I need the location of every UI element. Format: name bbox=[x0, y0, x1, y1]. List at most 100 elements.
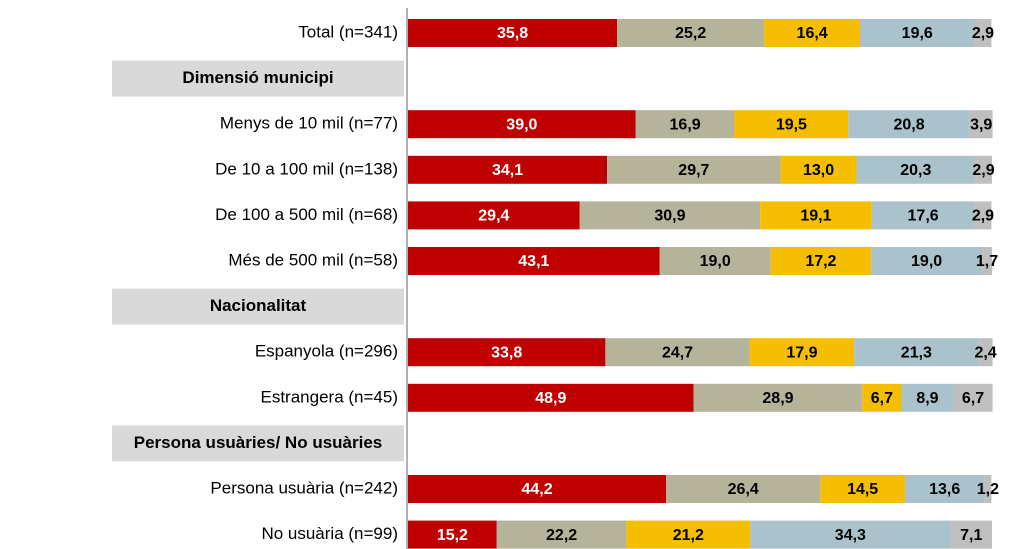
bar-segment bbox=[693, 383, 863, 412]
group-header: Persona usuàries/ No usuàries bbox=[134, 433, 383, 452]
bar-segment bbox=[950, 520, 992, 549]
bar-segment bbox=[408, 19, 618, 47]
value-label: 13,0 bbox=[803, 162, 834, 179]
category-label: De 100 a 500 mil (n=68) bbox=[215, 205, 398, 224]
value-label: 44,2 bbox=[521, 481, 552, 498]
value-label: 13,6 bbox=[929, 481, 960, 498]
value-label: 19,5 bbox=[776, 116, 807, 133]
bar-segment bbox=[666, 475, 821, 503]
bar-segment bbox=[635, 110, 735, 139]
bar-segment bbox=[953, 383, 993, 412]
bar-segment bbox=[408, 338, 606, 367]
bar-segment bbox=[764, 19, 861, 47]
bar-segment bbox=[607, 155, 781, 184]
value-label: 17,6 bbox=[908, 208, 939, 225]
value-label: 3,9 bbox=[970, 116, 992, 133]
value-label: 17,9 bbox=[786, 344, 817, 361]
bar-segment bbox=[496, 520, 627, 549]
group-header: Nacionalitat bbox=[210, 296, 307, 315]
bar-segment bbox=[408, 155, 608, 184]
value-label: 16,4 bbox=[797, 25, 828, 42]
bar-segment bbox=[617, 19, 765, 47]
value-label: 29,7 bbox=[678, 162, 709, 179]
value-label: 1,7 bbox=[976, 253, 998, 270]
value-label: 2,9 bbox=[972, 25, 994, 42]
value-label: 20,8 bbox=[894, 116, 925, 133]
value-label: 19,1 bbox=[800, 208, 831, 225]
value-label: 19,0 bbox=[700, 253, 731, 270]
group-header-bg bbox=[112, 60, 404, 97]
value-label: 39,0 bbox=[506, 116, 537, 133]
bar-segment bbox=[408, 383, 694, 412]
category-label: Persona usuària (n=242) bbox=[210, 478, 398, 497]
bar-segment bbox=[975, 155, 992, 184]
bar-segment bbox=[734, 110, 849, 139]
category-label: Més de 500 mil (n=58) bbox=[228, 250, 398, 269]
bar-segment bbox=[978, 338, 993, 367]
value-label: 26,4 bbox=[728, 481, 759, 498]
value-label: 15,2 bbox=[437, 527, 468, 544]
value-label: 34,1 bbox=[492, 162, 523, 179]
value-label: 2,4 bbox=[974, 344, 996, 361]
value-label: 21,2 bbox=[673, 527, 704, 544]
bar-segment bbox=[605, 338, 750, 367]
category-label: Espanyola (n=296) bbox=[255, 342, 398, 361]
value-label: 21,3 bbox=[901, 344, 932, 361]
value-label: 2,9 bbox=[972, 208, 994, 225]
bar-segment bbox=[626, 520, 751, 549]
value-label: 20,3 bbox=[900, 162, 931, 179]
bar-segment bbox=[974, 19, 992, 47]
value-label: 8,9 bbox=[916, 390, 938, 407]
bar-segment bbox=[770, 247, 872, 275]
value-label: 29,4 bbox=[478, 208, 509, 225]
value-label: 48,9 bbox=[535, 390, 566, 407]
value-label: 30,9 bbox=[654, 208, 685, 225]
bar-segment bbox=[969, 110, 993, 139]
value-label: 34,3 bbox=[835, 527, 866, 544]
category-label: Total (n=341) bbox=[298, 22, 398, 41]
value-label: 24,7 bbox=[662, 344, 693, 361]
category-label: De 10 a 100 mil (n=138) bbox=[215, 159, 398, 178]
bar-segment bbox=[854, 338, 979, 367]
bar-segment bbox=[871, 247, 983, 275]
category-label: No usuària (n=99) bbox=[261, 524, 398, 543]
bar-segment bbox=[904, 475, 985, 503]
bar-segment bbox=[408, 247, 660, 275]
bar-segment bbox=[860, 19, 975, 47]
value-label: 19,0 bbox=[911, 253, 942, 270]
bar-segment bbox=[760, 201, 872, 230]
category-label: Estrangera (n=45) bbox=[261, 387, 399, 406]
group-header-bg bbox=[112, 288, 404, 325]
value-label: 7,1 bbox=[960, 527, 982, 544]
bar-segment bbox=[579, 201, 761, 230]
bar-segment bbox=[974, 201, 992, 230]
value-label: 19,6 bbox=[902, 25, 933, 42]
value-label: 22,2 bbox=[546, 527, 577, 544]
value-label: 33,8 bbox=[491, 344, 522, 361]
value-label: 43,1 bbox=[518, 253, 549, 270]
bar-segment bbox=[408, 201, 580, 230]
value-label: 35,8 bbox=[497, 25, 528, 42]
bar-segment bbox=[848, 110, 970, 139]
group-header: Dimensió municipi bbox=[182, 68, 333, 87]
value-label: 28,9 bbox=[762, 390, 793, 407]
value-label: 6,7 bbox=[962, 390, 984, 407]
bar-segment bbox=[820, 475, 905, 503]
bar-segment bbox=[871, 201, 975, 230]
bar-segment bbox=[901, 383, 954, 412]
bar-segment bbox=[856, 155, 976, 184]
value-label: 1,2 bbox=[977, 481, 999, 498]
value-label: 17,2 bbox=[805, 253, 836, 270]
value-label: 16,9 bbox=[670, 116, 701, 133]
bar-segment bbox=[750, 520, 951, 549]
value-label: 2,9 bbox=[972, 162, 994, 179]
bar-segment bbox=[749, 338, 855, 367]
bar-segment bbox=[984, 475, 992, 503]
value-label: 14,5 bbox=[847, 481, 878, 498]
bar-segment bbox=[862, 383, 902, 412]
bar-segment bbox=[408, 520, 497, 549]
bar-segment bbox=[659, 247, 771, 275]
value-label: 6,7 bbox=[871, 390, 893, 407]
bar-segment bbox=[408, 110, 636, 139]
category-label: Menys de 10 mil (n=77) bbox=[220, 114, 398, 133]
